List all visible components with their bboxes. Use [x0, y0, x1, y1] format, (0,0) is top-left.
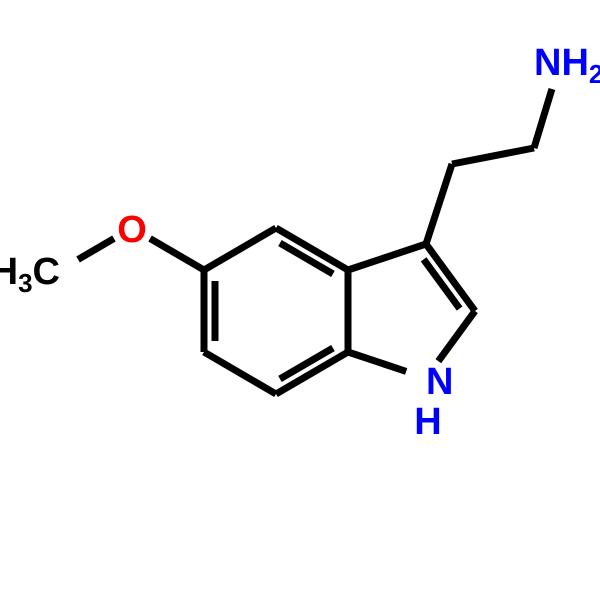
- molecule-diagram: O H3C NH NH2: [0, 0, 600, 600]
- atom-label-n2: NH2: [534, 42, 600, 89]
- atom-label-o: O: [117, 209, 147, 251]
- atom-label-c_me: H3C: [0, 251, 60, 298]
- atom-label-n1: H: [414, 401, 441, 443]
- atom-label-n1: N: [426, 361, 453, 403]
